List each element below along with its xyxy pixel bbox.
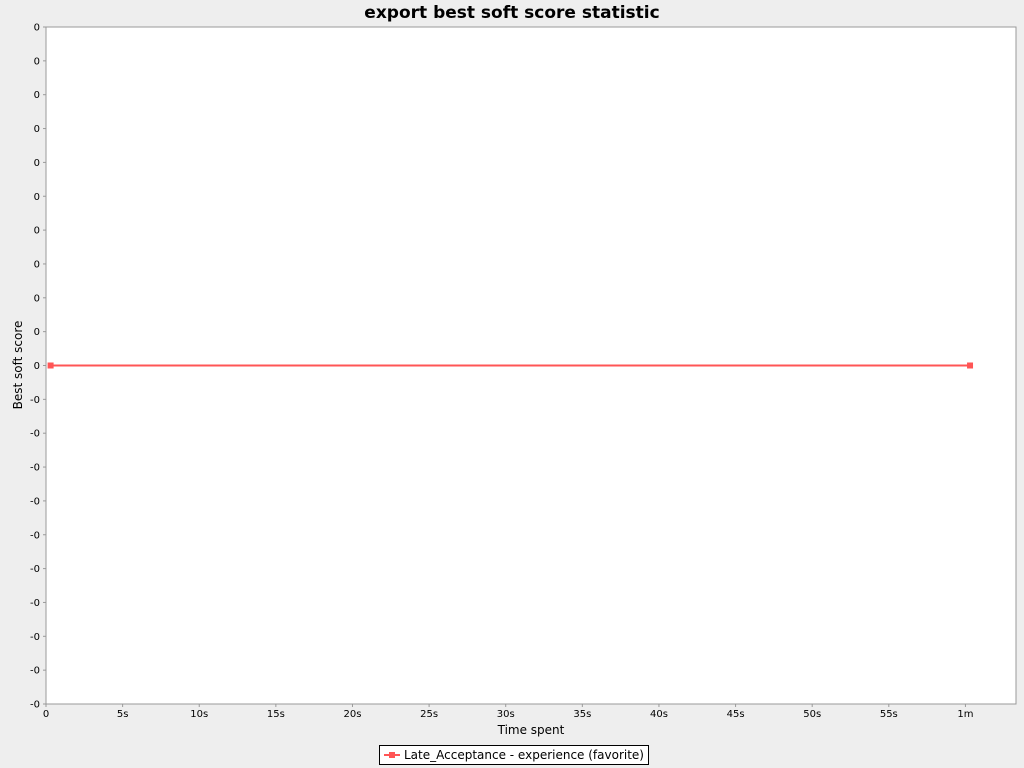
y-tick-label: 0 — [34, 124, 40, 135]
x-tick-label: 25s — [420, 709, 438, 720]
x-tick-label: 35s — [573, 709, 591, 720]
x-tick-label: 40s — [650, 709, 668, 720]
y-tick-label: 0 — [34, 327, 40, 338]
y-tick-label: 0 — [34, 361, 40, 372]
x-axis-ticks: 0 5s 10s 15s 20s 25s 30s 35s 40s 45s 50s 55s 1m — [43, 704, 973, 720]
y-axis-ticks: 0 0 0 0 0 0 0 0 0 0 0 -0 -0 -0 -0 -0 -0 -0 -0 -0 -0 — [30, 23, 46, 711]
y-tick-label: 0 — [34, 293, 40, 304]
y-tick-label: 0 — [34, 158, 40, 169]
y-tick-label: -0 — [30, 463, 40, 474]
x-tick-label: 30s — [497, 709, 515, 720]
y-tick-label: -0 — [30, 598, 40, 609]
y-tick-label: -0 — [30, 496, 40, 507]
x-axis-label: Time spent — [497, 723, 565, 737]
y-tick-label: -0 — [30, 666, 40, 677]
legend-label: Late_Acceptance - experience (favorite) — [404, 748, 644, 762]
series-point — [967, 362, 974, 369]
y-tick-label: 0 — [34, 23, 40, 34]
y-tick-label: 0 — [34, 56, 40, 67]
chart-title: export best soft score statistic — [364, 3, 659, 23]
x-tick-label: 15s — [267, 709, 285, 720]
y-tick-label: -0 — [30, 564, 40, 575]
x-tick-label: 0 — [43, 709, 49, 720]
y-tick-label: 0 — [34, 192, 40, 203]
y-tick-label: 0 — [34, 259, 40, 270]
x-tick-label: 5s — [117, 709, 129, 720]
y-tick-label: -0 — [30, 632, 40, 643]
y-axis-label: Best soft score — [11, 321, 25, 410]
y-tick-label: -0 — [30, 700, 40, 711]
x-tick-label: 55s — [880, 709, 898, 720]
x-tick-label: 10s — [190, 709, 208, 720]
series-layer — [47, 362, 974, 369]
legend-swatch-icon — [384, 750, 400, 760]
series-point — [47, 362, 54, 369]
y-tick-label: -0 — [30, 395, 40, 406]
legend: Late_Acceptance - experience (favorite) — [379, 745, 649, 765]
x-tick-label: 45s — [727, 709, 745, 720]
x-tick-label: 50s — [803, 709, 821, 720]
x-tick-label: 1m — [957, 709, 973, 720]
x-tick-label: 20s — [344, 709, 362, 720]
y-tick-label: 0 — [34, 226, 40, 237]
y-tick-label: 0 — [34, 90, 40, 101]
y-tick-label: -0 — [30, 429, 40, 440]
y-tick-label: -0 — [30, 530, 40, 541]
